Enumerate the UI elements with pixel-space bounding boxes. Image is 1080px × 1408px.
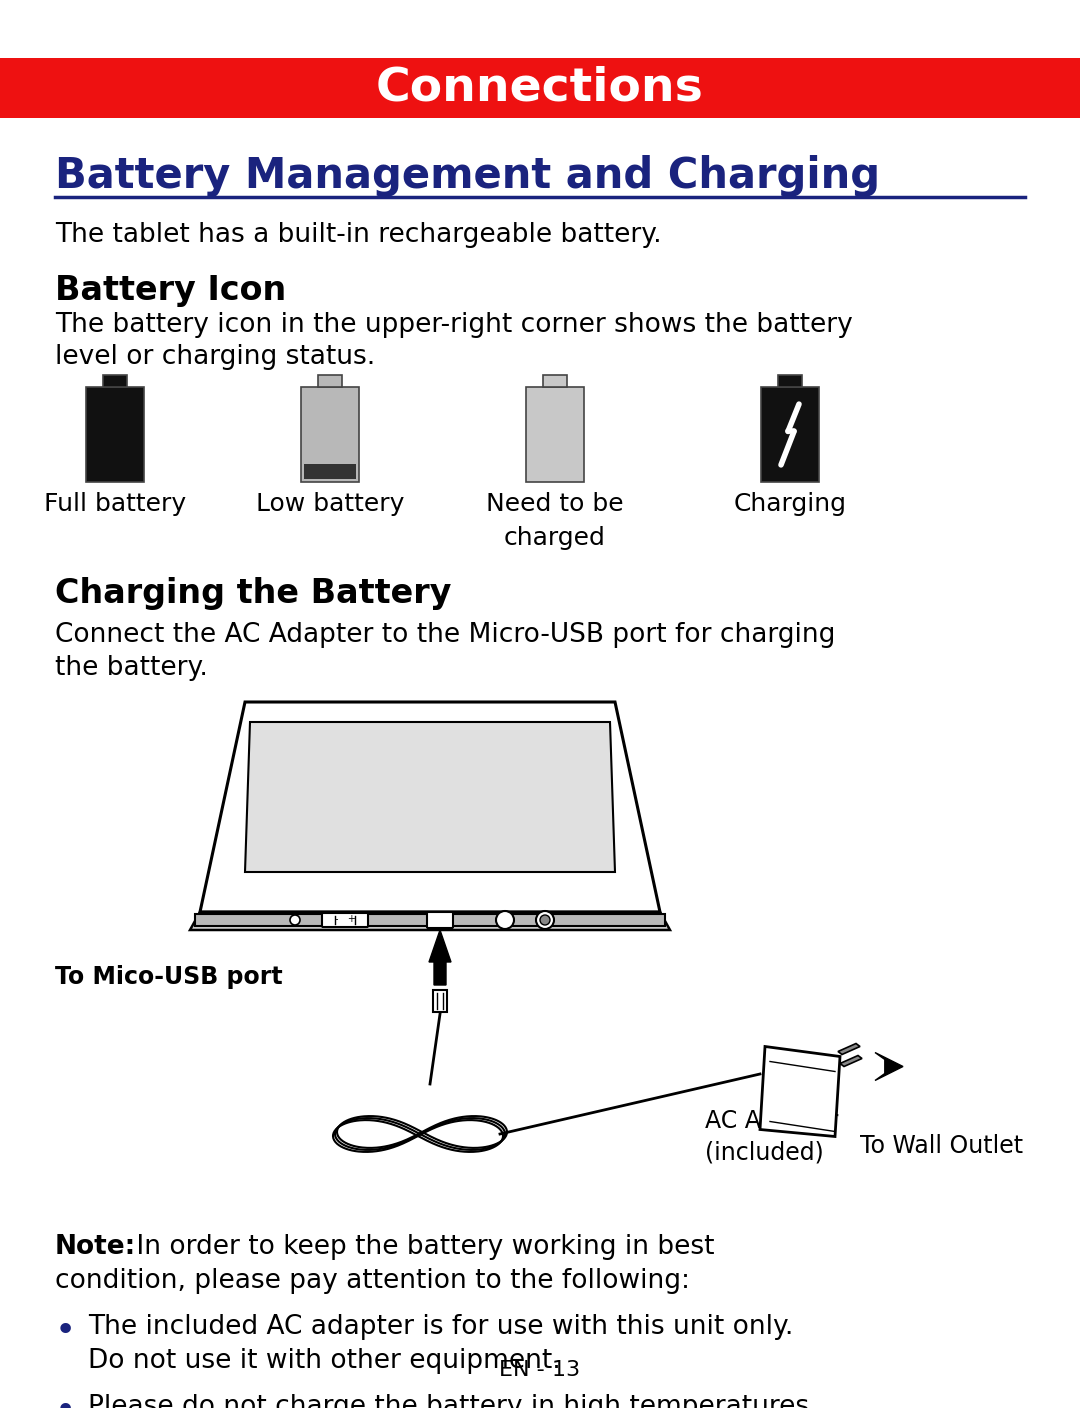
Text: condition, please pay attention to the following:: condition, please pay attention to the f… bbox=[55, 1269, 690, 1294]
Text: To Mico-USB port: To Mico-USB port bbox=[55, 964, 283, 988]
Text: •: • bbox=[55, 1394, 77, 1408]
Polygon shape bbox=[838, 1043, 860, 1055]
Bar bbox=[89, 389, 141, 479]
Circle shape bbox=[536, 911, 554, 929]
Polygon shape bbox=[429, 931, 451, 986]
Bar bbox=[301, 387, 359, 482]
Text: Connect the AC Adapter to the Micro-USB port for charging: Connect the AC Adapter to the Micro-USB … bbox=[55, 622, 835, 648]
Text: -   +: - + bbox=[335, 914, 355, 924]
Text: The battery icon in the upper-right corner shows the battery: The battery icon in the upper-right corn… bbox=[55, 313, 853, 338]
Text: To Wall Outlet: To Wall Outlet bbox=[860, 1133, 1023, 1157]
Polygon shape bbox=[190, 912, 670, 931]
Bar bbox=[0, 58, 1080, 118]
Text: Charging the Battery: Charging the Battery bbox=[55, 577, 451, 610]
Text: The included AC adapter is for use with this unit only.: The included AC adapter is for use with … bbox=[87, 1314, 794, 1340]
Text: •: • bbox=[55, 1314, 77, 1347]
Text: Connections: Connections bbox=[376, 66, 704, 110]
Bar bbox=[86, 387, 144, 482]
Bar bbox=[761, 387, 819, 482]
Text: level or charging status.: level or charging status. bbox=[55, 344, 375, 370]
Text: AC Adapter
(included): AC Adapter (included) bbox=[705, 1110, 838, 1164]
Polygon shape bbox=[875, 1053, 903, 1080]
Bar bbox=[103, 375, 127, 387]
Polygon shape bbox=[245, 722, 615, 872]
Polygon shape bbox=[760, 1046, 840, 1136]
Text: Charging: Charging bbox=[733, 491, 847, 515]
Bar bbox=[318, 375, 342, 387]
Text: the battery.: the battery. bbox=[55, 655, 207, 681]
Text: Note:: Note: bbox=[55, 1233, 136, 1260]
Polygon shape bbox=[195, 914, 665, 926]
Text: In order to keep the battery working in best: In order to keep the battery working in … bbox=[129, 1233, 715, 1260]
Bar bbox=[778, 375, 802, 387]
Bar bbox=[543, 375, 567, 387]
Circle shape bbox=[291, 915, 300, 925]
Bar bbox=[303, 463, 356, 479]
Text: The tablet has a built-in rechargeable battery.: The tablet has a built-in rechargeable b… bbox=[55, 222, 662, 248]
Text: Need to be
charged: Need to be charged bbox=[486, 491, 624, 549]
Bar bbox=[433, 990, 447, 1012]
Text: Do not use it with other equipment.: Do not use it with other equipment. bbox=[87, 1347, 561, 1374]
Circle shape bbox=[540, 915, 550, 925]
FancyBboxPatch shape bbox=[322, 912, 368, 926]
Circle shape bbox=[496, 911, 514, 929]
Polygon shape bbox=[840, 1056, 862, 1066]
FancyBboxPatch shape bbox=[427, 912, 453, 928]
Text: Please do not charge the battery in high temperatures.: Please do not charge the battery in high… bbox=[87, 1394, 818, 1408]
Text: Low battery: Low battery bbox=[256, 491, 404, 515]
Polygon shape bbox=[200, 703, 660, 912]
Text: Battery Icon: Battery Icon bbox=[55, 275, 286, 307]
Text: EN - 13: EN - 13 bbox=[499, 1360, 581, 1380]
Text: Full battery: Full battery bbox=[44, 491, 186, 515]
Text: Battery Management and Charging: Battery Management and Charging bbox=[55, 155, 880, 197]
Bar bbox=[526, 387, 584, 482]
Bar bbox=[764, 389, 816, 479]
